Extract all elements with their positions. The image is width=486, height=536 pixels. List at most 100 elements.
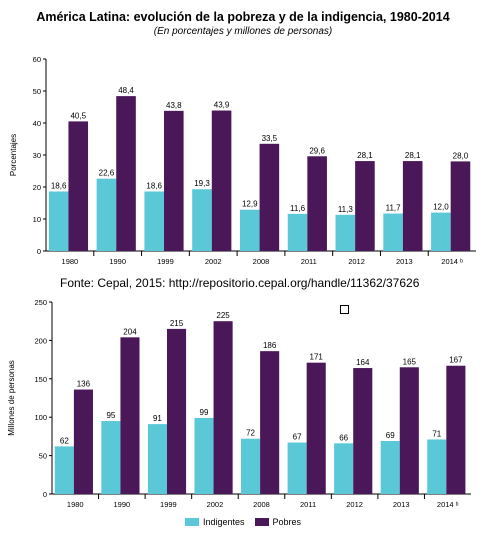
chart1-data-label-pobres: 43,9 [214,101,230,110]
chart1-y-tick-label: 30 [33,151,41,160]
chart2-data-label-indigentes: 69 [386,431,395,440]
chart2-data-label-pobres: 165 [403,357,417,366]
chart1-bar-indigentes [144,191,165,251]
chart1-x-tick-label: 2011 [301,257,317,266]
chart1-bar-indigentes [431,212,451,251]
chart2-y-tick-label: 50 [39,452,47,461]
chart2-bar-indigentes [427,439,447,494]
chart1-bar-pobres [164,110,184,251]
chart1-data-label-indigentes: 19,3 [194,179,210,188]
chart1-data-label-indigentes: 12,9 [242,200,258,209]
legend-label-indigentes: Indigentes [202,517,245,527]
chart2-bar-indigentes [334,443,354,494]
chart1-data-label-pobres: 40,5 [70,111,86,120]
chart1-data-label-pobres: 33,5 [262,134,278,143]
chart1-data-label-indigentes: 11,3 [338,205,354,214]
chart2-data-label-indigentes: 99 [200,408,209,417]
chart1-data-label-indigentes: 11,6 [290,204,306,213]
chart2-bar-pobres [260,351,280,494]
legend-item-pobres: Pobres [254,517,302,527]
chart1-data-label-indigentes: 12,0 [433,203,449,212]
chart1-bar-pobres [402,161,423,251]
chart1-bar-indigentes [383,213,403,251]
chart1-y-tick-label: 50 [33,87,41,96]
chart2-x-tick-label: 1980 [67,500,84,509]
chart1-x-tick-label: 2002 [205,257,222,266]
chart2-y-tick-label: 200 [34,336,47,345]
chart1-data-label-indigentes: 18,6 [146,181,162,190]
chart2-data-label-indigentes: 66 [339,433,348,442]
chart1-bar-indigentes [96,178,117,251]
chart2-x-tick-label: 2014 ᵇ [437,500,459,509]
chart2-y-axis-label: Millones de personas [7,360,16,436]
chart1-bar-indigentes [335,214,356,251]
chart2-data-label-pobres: 171 [310,353,324,362]
legend: Indigentes Pobres [0,517,486,527]
chart1-bar-indigentes [239,209,260,251]
chart2-data-label-indigentes: 67 [293,433,302,442]
chart1-bar-pobres [259,143,280,251]
chart1-data-label-pobres: 48,4 [118,86,134,95]
chart2-bar-pobres [446,365,466,494]
chart2-data-label-pobres: 136 [77,380,91,389]
chart2-bar-pobres [73,389,93,494]
chart2-bar-pobres [213,321,233,494]
chart1-data-label-pobres: 43,8 [166,101,182,110]
chart2-data-label-indigentes: 62 [60,436,69,445]
chart2-data-label-indigentes: 95 [106,411,115,420]
chart2-bar-indigentes [147,424,167,494]
chart1-y-tick-label: 10 [33,215,41,224]
chart2-x-tick-label: 2013 [393,500,410,509]
chart1-x-tick-label: 1999 [157,257,174,266]
chart1-data-label-pobres: 28,0 [453,151,469,160]
chart1-bar-pobres [68,121,89,252]
chart2-x-tick-label: 2012 [346,500,363,509]
chart2-data-label-pobres: 164 [356,358,370,367]
legend-swatch-indigentes [184,518,199,526]
chart2-data-label-pobres: 204 [123,327,137,336]
chart1-bar-indigentes [287,213,308,251]
legend-label-pobres: Pobres [272,517,302,527]
chart1-bar-indigentes [192,189,212,251]
source-note: Fonte: Cepal, 2015: http://repositorio.c… [60,276,420,290]
chart2-bar-pobres [166,328,187,494]
chart1-y-tick-label: 40 [33,119,41,128]
chart1-data-label-indigentes: 11,7 [386,204,402,213]
chart2-x-tick-label: 2011 [300,500,316,509]
chart2-x-tick-label: 1990 [113,500,130,509]
chart2-x-tick-label: 2002 [207,500,224,509]
chart-title: América Latina: evolución de la pobreza … [36,10,450,24]
chart2-bar-pobres [353,368,373,494]
chart2-data-label-indigentes: 72 [246,429,255,438]
chart2-data-label-indigentes: 71 [432,429,441,438]
chart1-bar-indigentes [48,191,69,251]
chart1-y-tick-label: 0 [37,247,41,256]
chart1-y-axis-label: Porcentajes [9,134,18,176]
chart2-bar-indigentes [241,438,261,494]
chart2-y-tick-label: 250 [34,298,47,307]
chart1-x-tick-label: 2014 ᵇ [441,257,463,266]
chart-subtitle: (En porcentajes y millones de personas) [153,26,333,37]
chart2-bar-pobres [399,367,419,494]
chart1-data-label-pobres: 28,1 [357,151,373,160]
chart2-bar-indigentes [101,421,121,494]
chart2-bar-indigentes [194,417,214,494]
legend-item-indigentes: Indigentes [184,517,245,527]
chart2-data-label-pobres: 225 [216,311,230,320]
small-square-marker [340,305,349,314]
chart1-data-label-indigentes: 18,6 [51,181,67,190]
chart2-y-tick-label: 100 [34,413,47,422]
chart2-data-label-pobres: 215 [170,319,184,328]
chart2-bar-indigentes [287,442,307,494]
chart1-data-label-pobres: 29,6 [309,146,325,155]
chart2-data-label-pobres: 167 [449,356,463,365]
chart1-data-label-indigentes: 22,6 [99,169,115,178]
chart1-bar-pobres [307,156,327,251]
chart1-y-tick-label: 60 [33,55,41,64]
chart2-bar-pobres [306,362,326,494]
chart1-x-tick-label: 2012 [348,257,365,266]
chart1-x-tick-label: 1980 [62,257,79,266]
chart2-data-label-indigentes: 91 [153,414,162,423]
chart1-x-tick-label: 2013 [396,257,413,266]
